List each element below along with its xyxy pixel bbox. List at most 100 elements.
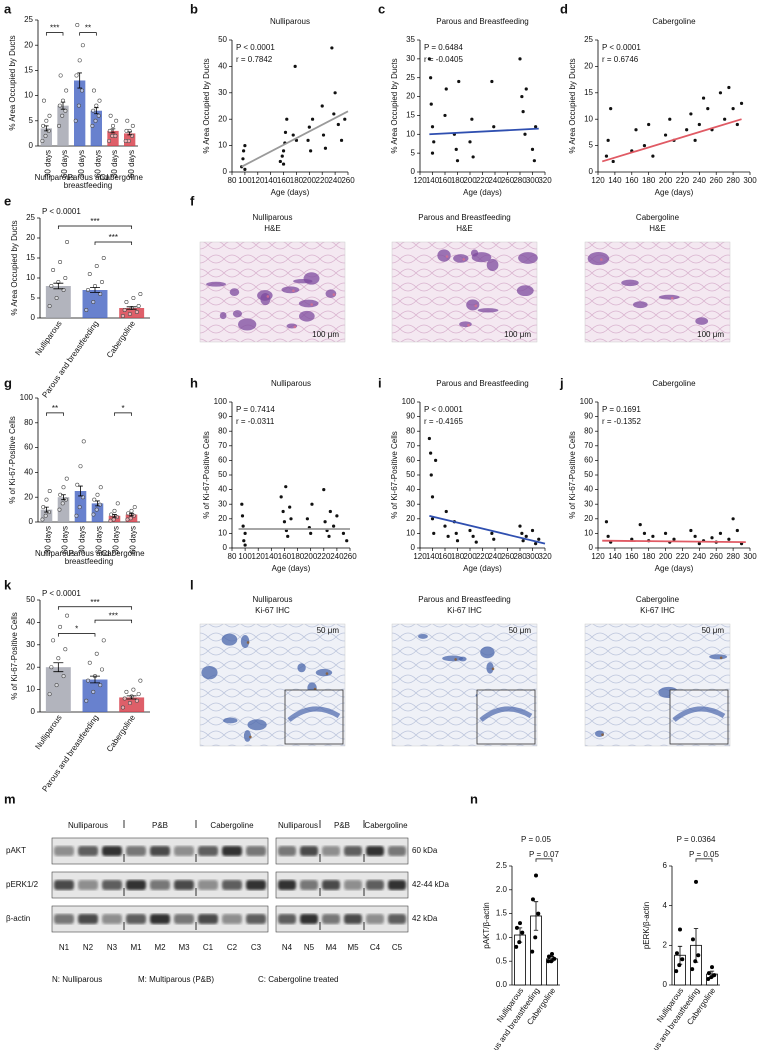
data-point (642, 531, 647, 536)
data-point (530, 897, 535, 902)
blot-band (222, 880, 242, 890)
data-point (60, 113, 65, 118)
data-point (694, 879, 698, 884)
data-point (99, 279, 104, 284)
x-tick-label: 60 days (127, 150, 136, 178)
y-axis-label: % of Ki-67-Positive Cells (10, 612, 19, 700)
data-point (81, 439, 86, 444)
data-point (606, 138, 610, 142)
blot-band (246, 880, 266, 890)
blot-band (54, 846, 74, 856)
error-bar (693, 928, 699, 963)
significance-label: ** (52, 404, 58, 413)
data-point (341, 531, 346, 536)
y-tick-label: 20 (26, 662, 35, 671)
lane-label: C5 (392, 943, 403, 952)
data-point (84, 698, 89, 703)
data-point (98, 291, 103, 296)
x-tick-label: 140 (264, 176, 278, 185)
data-point (530, 147, 535, 151)
lane-label: M1 (130, 943, 142, 952)
y-tick-label: 80 (406, 426, 415, 435)
blot-band (278, 846, 296, 856)
chart-title: Parous and Breastfeeding (436, 17, 529, 26)
tissue-structure (293, 279, 313, 284)
y-axis-label: % of Ki-67-Positive Cells (568, 431, 577, 519)
y-tick-label: 15 (406, 111, 415, 120)
data-point (443, 524, 447, 528)
data-point (92, 497, 97, 502)
error-bar (53, 282, 64, 290)
x-tick-label: 200 (659, 176, 673, 185)
stat-label: P < 0.0001 (42, 589, 81, 598)
error-bar (77, 72, 82, 89)
data-point (74, 73, 79, 78)
panel-letter: c (378, 1, 385, 16)
blot-membrane (275, 871, 409, 899)
stat-label: P < 0.0001 (602, 43, 641, 52)
blot-group-label: Nulliparous (278, 821, 318, 830)
tissue-detail (310, 303, 313, 306)
panel-letter: n (470, 791, 478, 806)
data-point (310, 502, 314, 506)
data-point (468, 528, 472, 533)
tissue-structure (219, 311, 227, 320)
x-tick-label: 260 (710, 552, 724, 561)
data-point (40, 138, 45, 143)
data-point (552, 956, 557, 961)
x-tick-label: 160 (277, 176, 291, 185)
data-point (293, 64, 297, 68)
data-point (490, 79, 494, 84)
x-tick-label: 280 (513, 552, 527, 561)
x-tick-label: 60 days (95, 526, 104, 554)
y-tick-label: 10 (26, 273, 35, 282)
blot-band (388, 846, 406, 856)
data-point (731, 517, 735, 521)
chart-title: Cabergoline (652, 379, 696, 388)
data-point (240, 502, 244, 506)
data-point (647, 122, 651, 127)
blot-group-label: Cabergoline (210, 821, 254, 830)
x-tick-label: 180 (451, 552, 465, 561)
data-point (47, 303, 52, 308)
y-tick-label: 20 (406, 514, 415, 523)
panel-letter: e (4, 193, 11, 208)
tissue-structure (240, 634, 250, 648)
y-tick-label: 5 (31, 293, 36, 302)
data-point (75, 482, 80, 487)
data-point (43, 513, 48, 518)
y-tick-label: 80 (218, 426, 227, 435)
data-point (49, 665, 54, 670)
significance-label: *** (109, 611, 118, 620)
y-tick-label: 30 (406, 54, 415, 63)
data-point (289, 517, 293, 521)
y-tick-label: 0.0 (496, 980, 508, 989)
x-tick-label: 220 (316, 176, 330, 185)
data-point (43, 133, 48, 138)
tissue-detail (454, 658, 457, 661)
y-tick-label: 40 (406, 485, 415, 494)
y-tick-label: 90 (218, 412, 227, 421)
data-point (490, 531, 494, 536)
bar (119, 697, 145, 712)
data-point (77, 58, 82, 63)
error-bar (78, 485, 83, 497)
data-point (125, 517, 130, 522)
tissue-structure (229, 288, 240, 297)
y-tick-label: 10 (584, 114, 593, 123)
blot-legend: N: Nulliparous (52, 975, 102, 984)
data-point (80, 43, 85, 48)
error-bar (677, 945, 683, 965)
blot-band (300, 914, 318, 924)
y-tick-label: 0 (589, 543, 594, 552)
inset-structure (479, 706, 533, 722)
data-point (63, 275, 68, 280)
y-axis-label: pAKT/β-actin (482, 902, 491, 948)
y-tick-label: 90 (584, 412, 593, 421)
y-tick-label: 0.5 (496, 956, 508, 965)
tissue-structure (658, 294, 680, 300)
y-tick-label: 0 (31, 313, 36, 322)
data-point (281, 162, 286, 166)
tissue-structure (238, 318, 257, 331)
data-point (532, 159, 536, 163)
